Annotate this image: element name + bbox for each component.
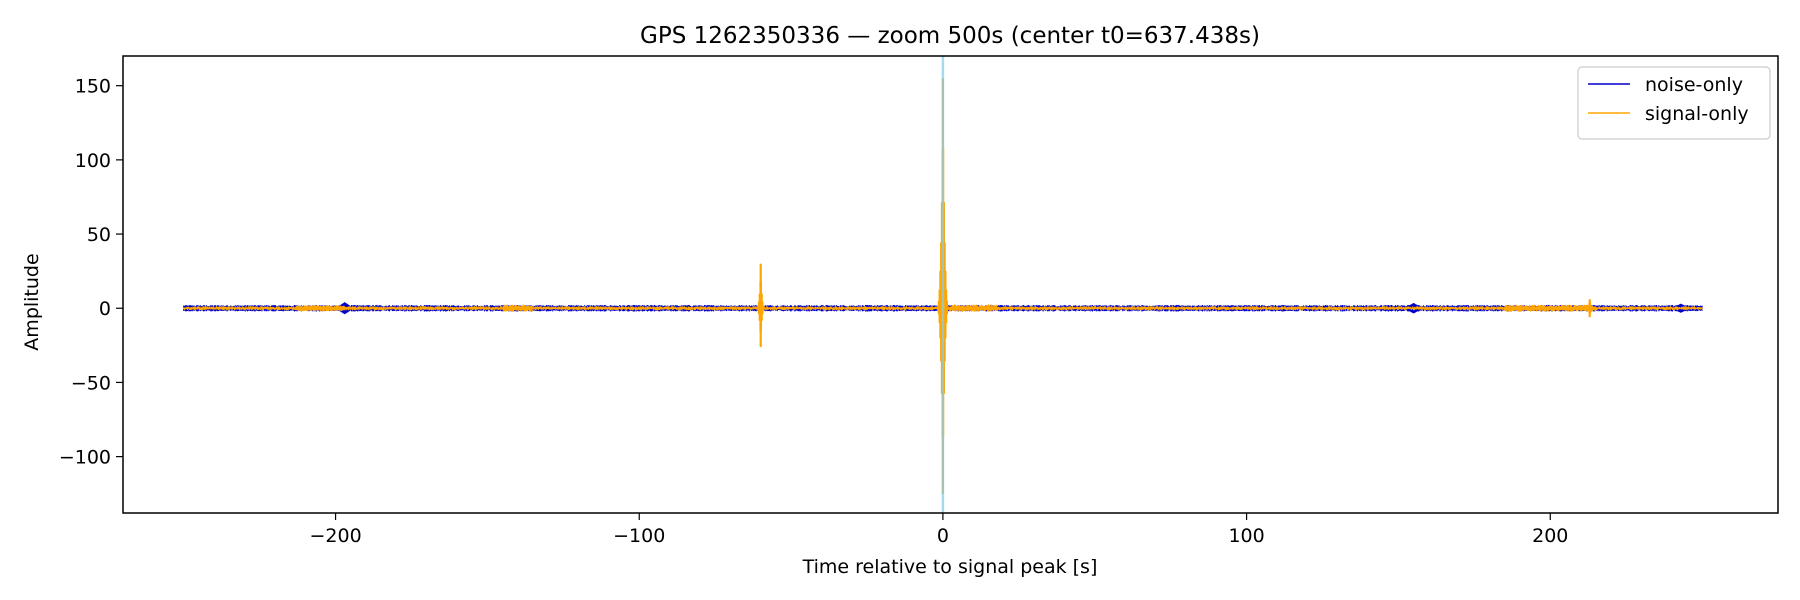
- chart-title: GPS 1262350336 — zoom 500s (center t0=63…: [640, 23, 1260, 49]
- y-tick-label: 0: [99, 298, 111, 320]
- x-tick-label: −200: [309, 525, 361, 547]
- legend-label-signal-only: signal-only: [1645, 103, 1749, 125]
- plot-frame: [122, 55, 1779, 514]
- x-axis-label: Time relative to signal peak [s]: [802, 556, 1098, 578]
- y-tick-label: −100: [59, 447, 111, 469]
- series-layer: [183, 78, 1703, 494]
- legend: noise-only signal-only: [1577, 66, 1771, 140]
- y-tick-label: 50: [87, 224, 111, 246]
- series-signal-only-trace: [183, 78, 1703, 494]
- y-tick-label: −50: [71, 372, 111, 394]
- x-axis: −200 −100 0 100 200: [309, 513, 1568, 547]
- legend-label-noise-only: noise-only: [1645, 74, 1743, 96]
- y-tick-label: 150: [75, 76, 111, 98]
- x-tick-label: 0: [937, 525, 949, 547]
- x-tick-label: 200: [1532, 525, 1568, 547]
- legend-frame: [1577, 66, 1771, 140]
- y-axis-label: Amplitude: [21, 253, 43, 350]
- plot-area: [122, 55, 1779, 514]
- y-axis: 150 100 50 0 −50 −100: [59, 76, 123, 469]
- x-tick-label: −100: [613, 525, 665, 547]
- y-tick-label: 100: [75, 150, 111, 172]
- x-tick-label: 100: [1228, 525, 1264, 547]
